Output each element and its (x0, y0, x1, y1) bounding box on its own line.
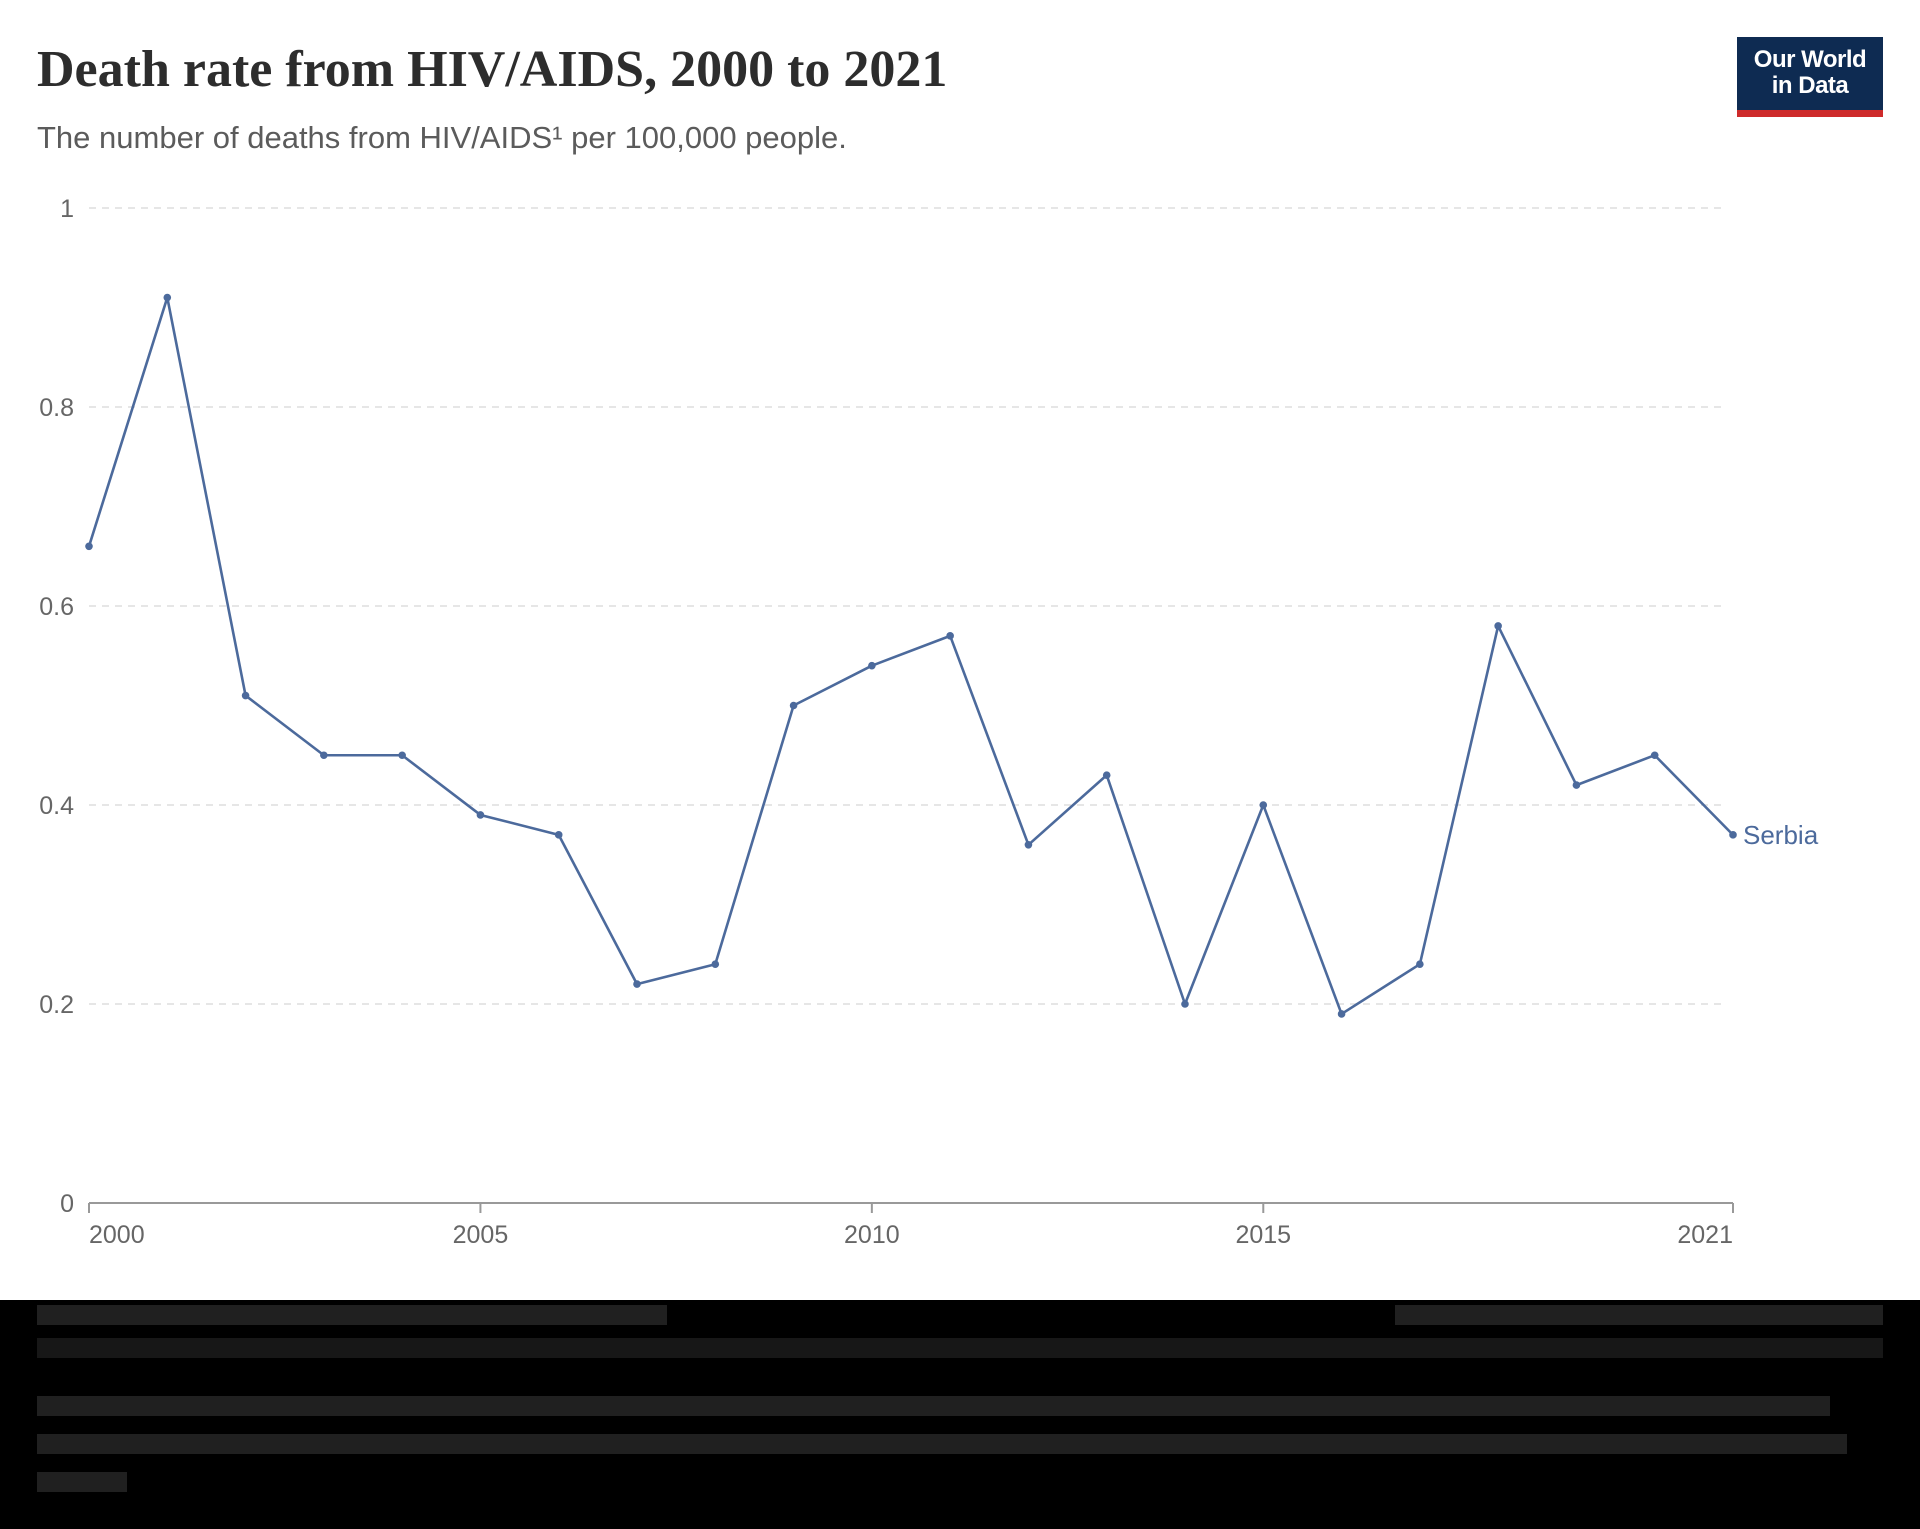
series-line-serbia (87, 296, 1734, 1016)
data-point[interactable] (241, 691, 250, 700)
line-chart: 0 0.2 0.4 0.6 0.8 1 2000 2005 2010 2015 2021 Serbia (39, 195, 1819, 1249)
data-point[interactable] (163, 293, 172, 302)
y-tick-label: 1 (60, 195, 74, 223)
y-tick-label: 0.4 (39, 792, 74, 820)
redacted-note-line-1 (37, 1396, 1830, 1416)
data-point[interactable] (1337, 1010, 1346, 1018)
data-point[interactable] (85, 542, 93, 551)
logo-line-2: in Data (1771, 72, 1849, 99)
data-point[interactable] (1259, 801, 1268, 809)
chart-subtitle: The number of deaths from HIV/AIDS¹ per … (37, 120, 847, 155)
data-point[interactable] (554, 831, 563, 839)
x-tick-label: 2005 (453, 1221, 509, 1249)
x-tick-label: 2010 (844, 1221, 900, 1249)
y-tick-label: 0.2 (39, 991, 74, 1019)
data-point[interactable] (1572, 781, 1581, 789)
data-point[interactable] (1494, 622, 1502, 630)
logo-line-1: Our World (1753, 46, 1867, 73)
data-point[interactable] (398, 751, 406, 760)
redacted-source (37, 1305, 667, 1325)
data-point[interactable] (476, 811, 485, 819)
x-tick-label: 2021 (1677, 1221, 1733, 1249)
data-point[interactable] (946, 632, 954, 640)
data-point[interactable] (1729, 831, 1737, 839)
y-tick-label: 0 (60, 1190, 74, 1218)
data-point[interactable] (1181, 1000, 1189, 1008)
owid-logo[interactable]: Our World in Data (1737, 37, 1883, 117)
redacted-note-line-2 (37, 1434, 1847, 1454)
y-tick-label: 0.6 (39, 593, 74, 621)
data-point[interactable] (633, 980, 641, 988)
series-label: Serbia (1743, 820, 1819, 850)
redacted-url (1395, 1305, 1883, 1325)
chart-title: Death rate from HIV/AIDS, 2000 to 2021 (37, 41, 948, 98)
data-point[interactable] (1102, 771, 1111, 779)
data-point[interactable] (711, 960, 720, 968)
redacted-note-line-3 (37, 1472, 127, 1492)
redacted-footer (0, 1300, 1920, 1529)
data-point[interactable] (320, 751, 328, 760)
redacted-divider (37, 1338, 1883, 1358)
x-tick-label: 2000 (89, 1221, 145, 1249)
data-point[interactable] (1650, 751, 1659, 760)
x-tick-label: 2015 (1235, 1221, 1291, 1249)
data-point[interactable] (1024, 841, 1033, 849)
data-point[interactable] (789, 701, 798, 710)
y-tick-label: 0.8 (39, 394, 74, 422)
data-point[interactable] (868, 661, 876, 670)
data-point[interactable] (1416, 960, 1424, 968)
